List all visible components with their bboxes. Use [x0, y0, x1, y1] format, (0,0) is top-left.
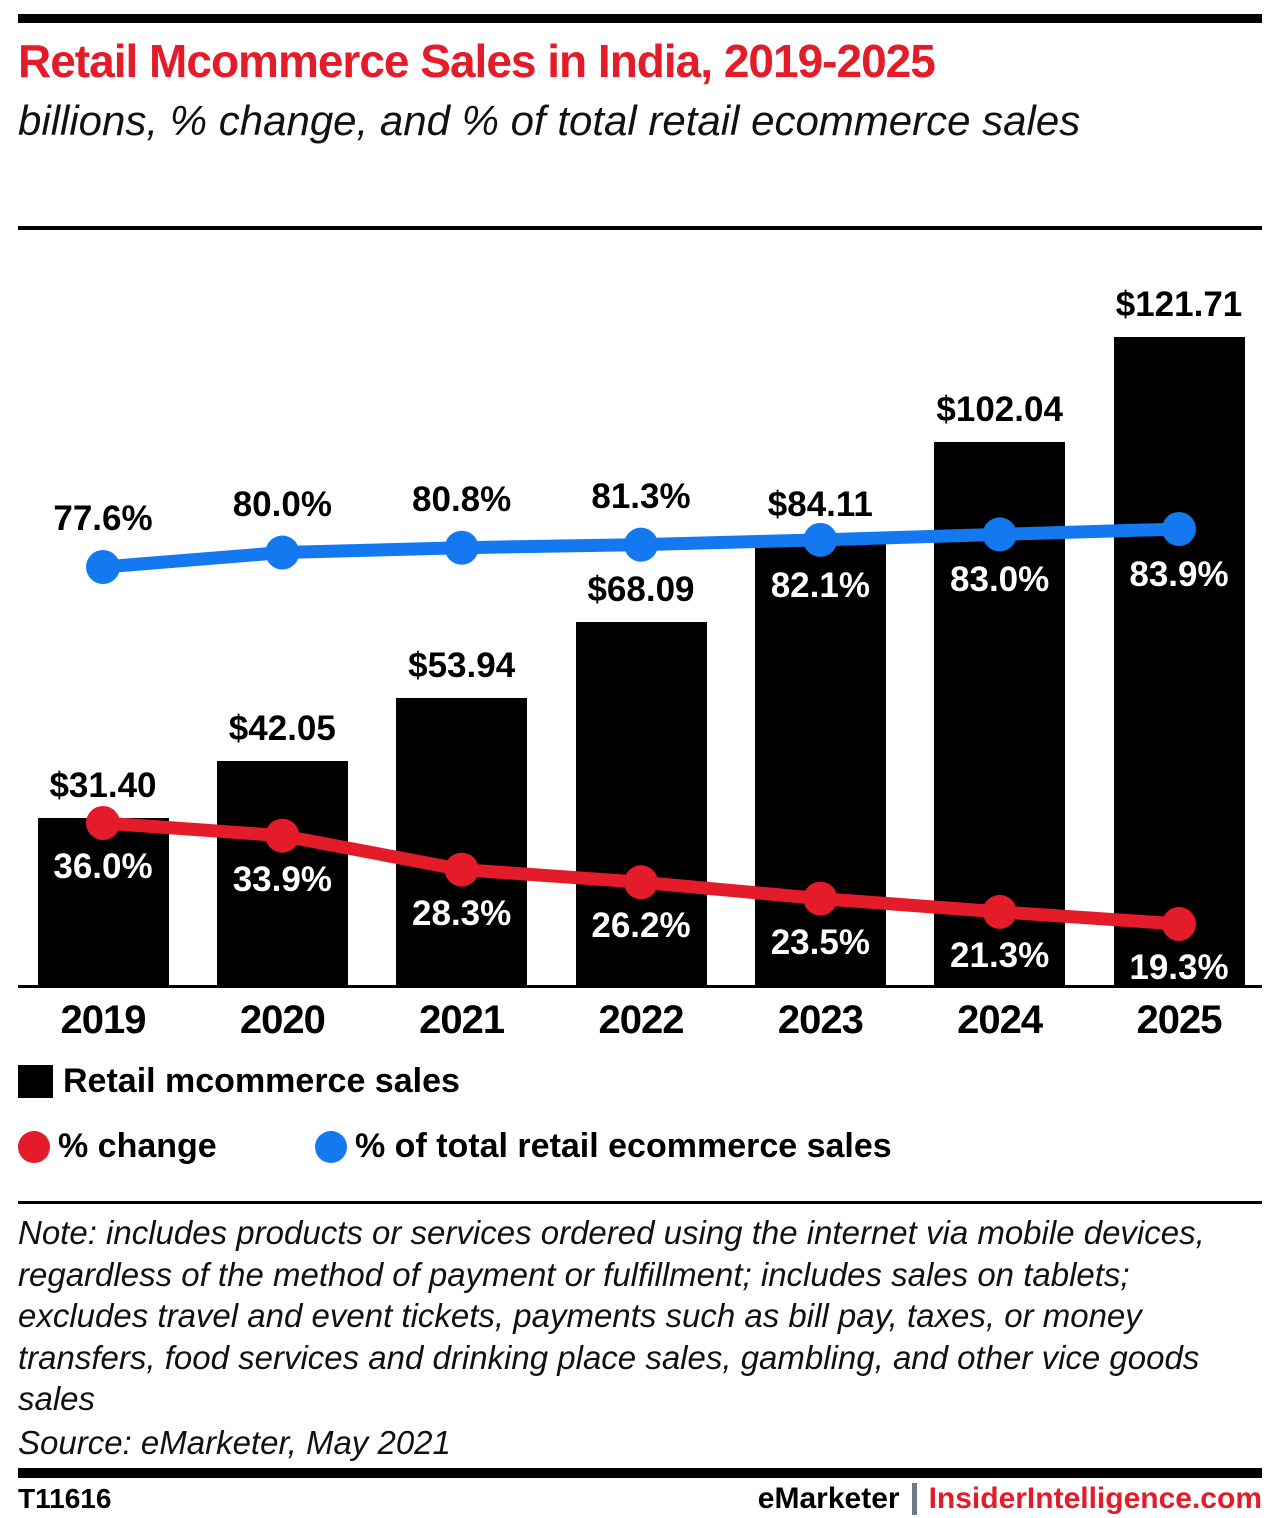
top-rule — [18, 14, 1262, 23]
x-tick-2019: 2019 — [60, 998, 147, 1042]
pct-label-total-2020: 80.0% — [232, 484, 332, 524]
point-pct-change-2023 — [803, 881, 838, 916]
x-axis-line — [18, 985, 1262, 988]
bar-value-2021: $53.94 — [408, 646, 516, 685]
legend-item-pct-change: % change — [18, 1127, 315, 1166]
point-pct-total-2019 — [86, 550, 120, 584]
page-title: Retail Mcommerce Sales in India, 2019-20… — [18, 35, 936, 87]
x-tick-2025: 2025 — [1136, 998, 1223, 1042]
point-pct-change-2021 — [444, 852, 479, 887]
red-dot-icon — [18, 1130, 50, 1163]
pct-label-change-2020: 33.9% — [232, 859, 332, 899]
pct-label-change-2022: 26.2% — [591, 906, 691, 946]
point-pct-change-2024 — [982, 894, 1017, 929]
point-pct-total-2022 — [624, 527, 658, 562]
legend-divider — [18, 1201, 1262, 1204]
bar-2022 — [575, 622, 707, 985]
x-tick-2023: 2023 — [777, 998, 864, 1042]
pipe-divider-icon — [911, 1483, 917, 1515]
pct-label-change-2023: 23.5% — [770, 922, 870, 962]
pct-label-change-2024: 21.3% — [950, 935, 1050, 975]
insider-intelligence-link[interactable]: InsiderIntelligence.com — [928, 1482, 1262, 1515]
legend-row-lines: % change % of total retail ecommerce sal… — [18, 1127, 1262, 1166]
bar-value-2025: $121.71 — [1115, 285, 1243, 324]
bar-value-2023: $84.11 — [767, 485, 873, 524]
bar-value-2020: $42.05 — [228, 709, 336, 748]
bar-value-2022: $68.09 — [587, 570, 695, 609]
note-block: Note: includes products or services orde… — [18, 1212, 1262, 1463]
footer: T11616 eMarketer InsiderIntelligence.com — [18, 1482, 1262, 1516]
x-tick-2021: 2021 — [419, 998, 505, 1042]
point-pct-total-2021 — [444, 530, 479, 565]
footer-rule — [18, 1468, 1262, 1478]
header-divider — [18, 226, 1262, 230]
point-pct-total-2023 — [803, 522, 838, 557]
x-tick-2024: 2024 — [957, 998, 1043, 1042]
pct-label-total-2019: 77.6% — [53, 499, 153, 538]
note-text: Note: includes products or services orde… — [18, 1214, 1205, 1418]
bar-value-2024: $102.04 — [936, 390, 1063, 429]
x-tick-2022: 2022 — [598, 998, 685, 1042]
point-pct-change-2020 — [265, 818, 300, 853]
pct-label-total-2025: 83.9% — [1129, 554, 1229, 594]
x-tick-2020: 2020 — [239, 998, 326, 1042]
emarketer-logo: eMarketer — [757, 1482, 900, 1515]
point-pct-total-2020 — [265, 535, 300, 570]
bar-2025 — [1113, 337, 1245, 985]
pct-label-total-2021: 80.8% — [412, 479, 512, 519]
bar-swatch-icon — [18, 1065, 53, 1098]
legend-label-pct-total: % of total retail ecommerce sales — [355, 1127, 892, 1165]
pct-label-total-2023: 82.1% — [770, 565, 870, 605]
bar-2019 — [37, 818, 169, 985]
blue-dot-icon — [315, 1130, 347, 1163]
source-text: Source: eMarketer, May 2021 — [18, 1423, 451, 1461]
bar-2020 — [216, 761, 348, 985]
pct-label-total-2024: 83.0% — [950, 560, 1050, 600]
chart-id: T11616 — [18, 1483, 112, 1514]
legend-item-pct-total: % of total retail ecommerce sales — [315, 1127, 892, 1166]
line-overlay — [86, 511, 1196, 942]
pct-label-change-2021: 28.3% — [412, 893, 512, 933]
bar-2021 — [396, 698, 528, 985]
legend-label-pct-change: % change — [58, 1127, 217, 1165]
point-pct-change-2019 — [86, 806, 120, 840]
pct-label-change-2019: 36.0% — [53, 847, 153, 886]
chart-area: $31.40 2019 $42.05 2020 $53.94 2021 $68.09 2022… — [0, 240, 1280, 1042]
bar-value-2019: $31.40 — [49, 766, 157, 805]
pct-label-total-2022: 81.3% — [591, 476, 691, 516]
point-pct-change-2022 — [624, 865, 658, 900]
page-subtitle: billions, % change, and % of total retai… — [18, 97, 1081, 144]
legend: Retail mcommerce sales % change % of tot… — [18, 1062, 1262, 1166]
point-pct-change-2025 — [1162, 907, 1196, 942]
point-pct-total-2025 — [1162, 511, 1196, 546]
legend-row-bars: Retail mcommerce sales — [18, 1062, 1262, 1101]
pct-label-change-2025: 19.3% — [1129, 948, 1229, 987]
footer-brand: eMarketer InsiderIntelligence.com — [758, 1482, 1262, 1516]
point-pct-total-2024 — [982, 517, 1017, 552]
legend-label-bars: Retail mcommerce sales — [63, 1062, 460, 1100]
